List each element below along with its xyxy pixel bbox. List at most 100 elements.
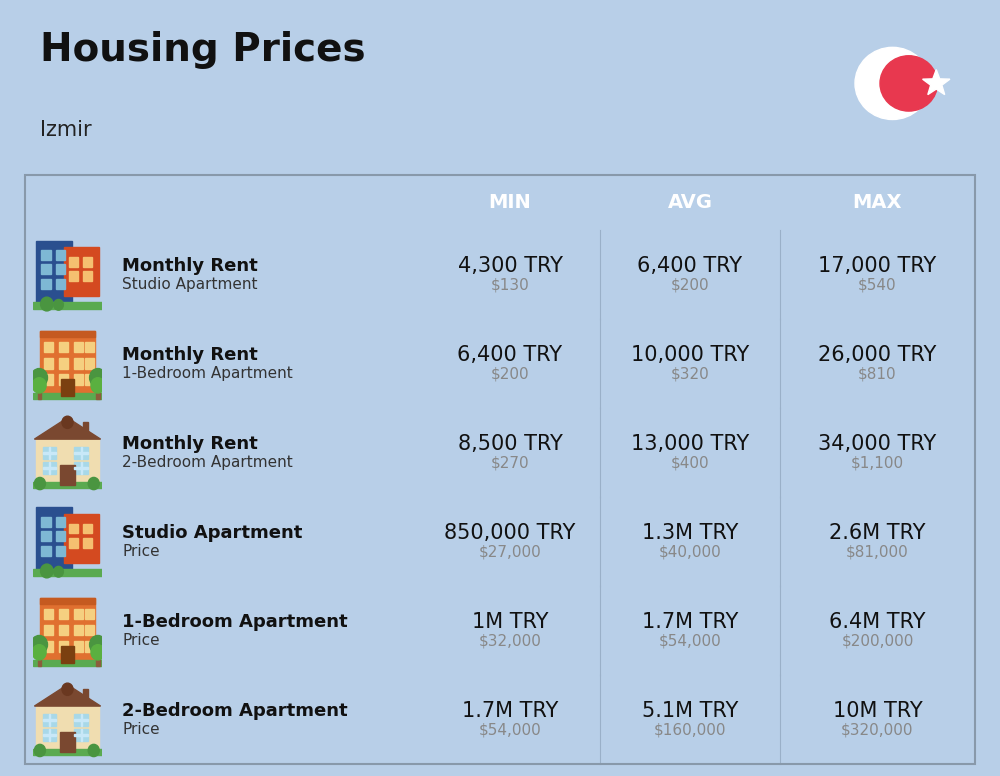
Bar bbox=[33, 482, 102, 488]
Bar bbox=[61, 646, 74, 663]
Bar bbox=[41, 546, 51, 556]
Bar bbox=[81, 462, 82, 474]
Text: $400: $400 bbox=[671, 456, 709, 470]
Circle shape bbox=[32, 645, 46, 660]
Bar bbox=[69, 257, 78, 266]
Bar bbox=[64, 514, 99, 563]
Text: 10,000 TRY: 10,000 TRY bbox=[631, 345, 749, 365]
Bar bbox=[56, 532, 65, 541]
Circle shape bbox=[31, 636, 47, 654]
Text: 2-Bedroom Apartment: 2-Bedroom Apartment bbox=[122, 702, 348, 720]
Bar bbox=[41, 265, 51, 274]
Text: 26,000 TRY: 26,000 TRY bbox=[818, 345, 937, 365]
Text: 6.4M TRY: 6.4M TRY bbox=[829, 612, 926, 632]
Text: Studio Apartment: Studio Apartment bbox=[122, 277, 258, 293]
Bar bbox=[74, 462, 88, 474]
Bar bbox=[43, 729, 56, 741]
Text: AVG: AVG bbox=[668, 193, 712, 212]
Bar bbox=[40, 331, 95, 396]
Circle shape bbox=[54, 300, 63, 310]
Bar bbox=[74, 641, 83, 652]
Circle shape bbox=[91, 378, 105, 393]
Bar bbox=[96, 651, 100, 666]
Bar bbox=[60, 732, 75, 752]
Bar bbox=[59, 641, 68, 652]
Text: 4,300 TRY: 4,300 TRY bbox=[458, 256, 562, 276]
Bar bbox=[40, 598, 95, 663]
Text: $320: $320 bbox=[671, 366, 709, 381]
Text: MAX: MAX bbox=[853, 193, 902, 212]
Bar bbox=[33, 660, 102, 666]
Polygon shape bbox=[923, 70, 950, 95]
Bar bbox=[56, 250, 65, 260]
Bar bbox=[74, 452, 88, 454]
Text: 17,000 TRY: 17,000 TRY bbox=[818, 256, 937, 276]
Bar bbox=[43, 719, 56, 721]
Text: $27,000: $27,000 bbox=[479, 544, 541, 559]
Text: Monthly Rent: Monthly Rent bbox=[122, 346, 258, 364]
Text: 6,400 TRY: 6,400 TRY bbox=[637, 256, 743, 276]
Bar bbox=[33, 749, 102, 755]
Circle shape bbox=[90, 636, 106, 654]
Bar bbox=[44, 641, 53, 652]
Text: Monthly Rent: Monthly Rent bbox=[122, 257, 258, 275]
Bar bbox=[44, 341, 53, 352]
Text: $540: $540 bbox=[858, 277, 897, 293]
Bar bbox=[74, 714, 88, 726]
Text: 6,400 TRY: 6,400 TRY bbox=[457, 345, 563, 365]
Circle shape bbox=[34, 744, 45, 757]
Bar bbox=[74, 447, 88, 459]
Text: $200,000: $200,000 bbox=[841, 633, 914, 648]
Text: 1.7M TRY: 1.7M TRY bbox=[462, 701, 558, 721]
Bar bbox=[81, 447, 82, 459]
Text: $320,000: $320,000 bbox=[841, 722, 914, 737]
Circle shape bbox=[90, 369, 106, 387]
Bar bbox=[41, 279, 51, 289]
Bar bbox=[81, 714, 82, 726]
Bar bbox=[40, 598, 95, 604]
Text: 13,000 TRY: 13,000 TRY bbox=[631, 434, 749, 454]
Text: Monthly Rent: Monthly Rent bbox=[122, 435, 258, 453]
Bar bbox=[43, 734, 56, 736]
Bar bbox=[56, 265, 65, 274]
Bar bbox=[38, 384, 41, 399]
Text: Price: Price bbox=[122, 722, 160, 737]
Text: $270: $270 bbox=[491, 456, 529, 470]
Circle shape bbox=[88, 477, 99, 490]
Bar bbox=[49, 714, 50, 726]
Bar bbox=[85, 374, 94, 385]
Bar bbox=[60, 465, 75, 485]
Text: 1-Bedroom Apartment: 1-Bedroom Apartment bbox=[122, 366, 293, 381]
Bar bbox=[33, 302, 102, 310]
Text: $54,000: $54,000 bbox=[659, 633, 721, 648]
Text: $160,000: $160,000 bbox=[654, 722, 726, 737]
Bar bbox=[83, 689, 88, 703]
Bar bbox=[43, 462, 56, 474]
Circle shape bbox=[54, 566, 63, 577]
Text: $200: $200 bbox=[671, 277, 709, 293]
Bar bbox=[41, 532, 51, 541]
Circle shape bbox=[62, 416, 73, 428]
Text: $130: $130 bbox=[491, 277, 529, 293]
Bar bbox=[69, 271, 78, 281]
Bar bbox=[44, 608, 53, 619]
Bar bbox=[74, 625, 83, 636]
Bar bbox=[64, 247, 99, 296]
Bar bbox=[74, 374, 83, 385]
Circle shape bbox=[91, 645, 105, 660]
Bar bbox=[33, 569, 102, 577]
Bar bbox=[85, 625, 94, 636]
Bar bbox=[40, 331, 95, 337]
Text: 10M TRY: 10M TRY bbox=[833, 701, 922, 721]
Bar bbox=[61, 379, 74, 396]
Bar bbox=[74, 719, 88, 721]
Bar bbox=[59, 625, 68, 636]
Bar bbox=[83, 538, 92, 548]
Bar bbox=[49, 447, 50, 459]
Text: Housing Prices: Housing Prices bbox=[40, 31, 366, 69]
Bar bbox=[41, 517, 51, 527]
Bar bbox=[59, 358, 68, 369]
Bar bbox=[74, 734, 88, 736]
Bar bbox=[69, 538, 78, 548]
Bar bbox=[74, 358, 83, 369]
